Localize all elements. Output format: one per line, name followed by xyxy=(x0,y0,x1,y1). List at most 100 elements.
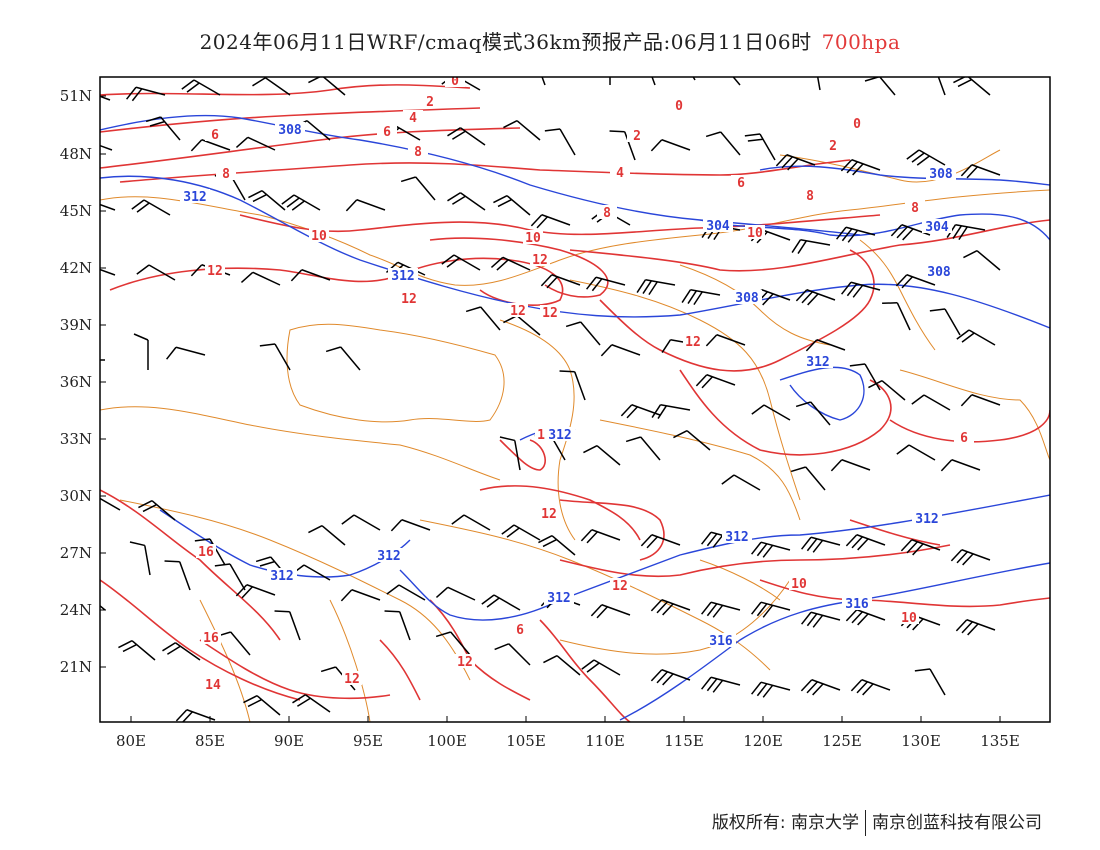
wind-barb xyxy=(259,343,291,371)
latitude-axis: 51N 48N 45N 42N 39N 36N 33N 30N 27N 24N 21N xyxy=(60,87,106,676)
wind-barb xyxy=(136,264,176,281)
contour-label-bg xyxy=(706,633,736,647)
wind-barb xyxy=(790,466,826,491)
height-label: 308 xyxy=(929,167,953,182)
wind-barb xyxy=(384,610,411,641)
contour-label-bg xyxy=(445,77,465,87)
wind-barb xyxy=(845,534,886,551)
wind-barb xyxy=(705,334,746,347)
contour-label-bg xyxy=(309,228,329,242)
temperature-label: 4 xyxy=(409,111,417,126)
height-label: 308 xyxy=(735,291,759,306)
wind-barb xyxy=(465,306,501,331)
temperature-label: 8 xyxy=(603,206,611,221)
contour-label-bg xyxy=(732,290,762,304)
map-frame xyxy=(99,76,1051,723)
lon-label: 130E xyxy=(901,732,941,750)
height-label: 312 xyxy=(547,591,570,606)
temperature-label: 6 xyxy=(960,431,968,446)
wind-barb xyxy=(181,79,221,96)
temperature-label: 12 xyxy=(344,672,360,687)
height-label: 312 xyxy=(391,269,414,284)
temperature-label: 2 xyxy=(829,139,837,154)
wind-barb xyxy=(609,130,636,161)
chart-title: 2024年06月11日WRF/cmaq模式36km预报产品:06月11日06时 7… xyxy=(0,26,1100,55)
wind-barb xyxy=(900,539,941,556)
contour-label-bg xyxy=(342,671,362,685)
temperature-label: 12 xyxy=(207,264,223,279)
contour-label-bg xyxy=(399,291,419,305)
temperature-label: 12 xyxy=(685,335,701,350)
wind-barb xyxy=(841,281,881,298)
contour-label-bg xyxy=(912,511,942,525)
temperature-label: 6 xyxy=(383,125,391,140)
temperature-label: 8 xyxy=(911,201,919,216)
lon-label: 135E xyxy=(980,732,1020,750)
contour-label-bg xyxy=(203,677,223,691)
wind-barb xyxy=(129,541,151,576)
contour-label-bg xyxy=(926,166,956,180)
wind-barb xyxy=(963,250,1001,271)
lon-label: 115E xyxy=(664,732,704,750)
wind-barb xyxy=(590,604,631,619)
contour-label-bg xyxy=(523,230,543,244)
height-label: 312 xyxy=(377,549,400,564)
wind-barb xyxy=(751,404,791,421)
height-label: 316 xyxy=(709,634,733,649)
wind-barb xyxy=(946,224,986,241)
lat-label: 33N xyxy=(60,430,92,448)
temperature-label: 4 xyxy=(616,166,624,181)
wind-barb xyxy=(131,199,171,216)
contour-label-bg xyxy=(924,264,954,278)
wind-barb xyxy=(906,149,946,166)
contour-label-bg xyxy=(703,218,733,232)
temperature-label: 2 xyxy=(426,95,434,110)
height-label: 312 xyxy=(270,569,293,584)
wind-barb xyxy=(325,346,361,371)
longitude-axis: 80E 85E 90E 95E 100E 105E 110E 115E 120E 125E 130E… xyxy=(116,716,1020,750)
contour-label-bg xyxy=(899,610,919,624)
wind-barb xyxy=(341,514,381,531)
wind-barb xyxy=(308,525,346,546)
temperature-label: 2 xyxy=(633,129,641,144)
wind-barb xyxy=(960,164,1001,179)
wind-barb xyxy=(950,549,991,566)
temperature-label: 6 xyxy=(737,176,745,191)
lat-label: 39N xyxy=(60,316,92,334)
wind-barb xyxy=(640,534,681,549)
contour-label-bg xyxy=(201,630,221,644)
wind-barb xyxy=(308,77,346,96)
wind-barb xyxy=(751,541,791,558)
wind-barb xyxy=(744,133,776,161)
wind-barb xyxy=(895,274,936,289)
wind-barb xyxy=(290,269,331,282)
wind-barb xyxy=(849,363,881,391)
contour-label-bg xyxy=(275,122,305,136)
contour-label-bg xyxy=(539,506,559,520)
height-label: 308 xyxy=(278,123,302,138)
wind-barb xyxy=(534,77,546,86)
pressure-level: 700hpa xyxy=(821,30,901,54)
height-label: 304 xyxy=(925,220,949,235)
height-label: 312 xyxy=(915,512,938,527)
lon-label: 105E xyxy=(506,732,546,750)
contour-label-bg xyxy=(669,98,689,112)
wind-barb xyxy=(274,610,301,641)
wind-barb xyxy=(530,214,571,229)
wind-barb xyxy=(636,279,676,296)
contour-label-bg xyxy=(610,578,630,592)
height-label: 304 xyxy=(706,219,730,234)
temperature-label: 0 xyxy=(675,99,683,114)
temperature-label: 12 xyxy=(401,292,417,307)
wind-barb xyxy=(248,190,286,211)
wind-barb xyxy=(580,529,621,544)
contour-label-bg xyxy=(408,144,428,158)
wind-barb xyxy=(390,519,431,532)
contour-label-bg xyxy=(205,263,225,277)
wind-barb xyxy=(800,679,841,696)
contour-label-bg xyxy=(374,548,404,562)
footer-separator xyxy=(865,810,866,836)
contour-label-bg xyxy=(267,568,297,582)
temperature-label: 0 xyxy=(451,74,459,89)
